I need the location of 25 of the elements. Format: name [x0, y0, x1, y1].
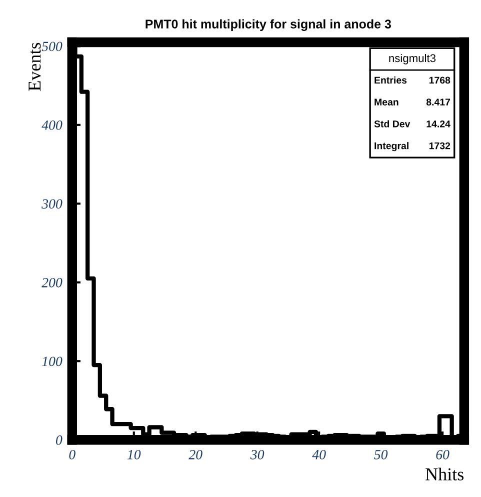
y-axis-title: Events [28, 42, 41, 91]
annotation: Mean [374, 98, 398, 106]
x-tick-label: 30 [250, 450, 264, 460]
x-tick-label: 60 [436, 450, 450, 460]
x-tick-label: 10 [127, 450, 141, 460]
x-tick-label: 0 [69, 450, 76, 460]
annotation: 8.417 [426, 98, 450, 106]
y-tick-label: 500 [42, 42, 62, 52]
y-tick-label: 300 [42, 199, 62, 209]
annotation: 14.24 [426, 120, 450, 128]
y-tick-label: 400 [42, 120, 62, 130]
x-tick-label: 40 [312, 450, 326, 460]
annotation: Entries [374, 76, 407, 84]
y-tick-label: 200 [42, 278, 62, 288]
y-tick-label: 0 [56, 435, 62, 445]
annotation: nsigmult3 [389, 54, 436, 64]
x-tick-label: 50 [374, 450, 388, 460]
annotation: 1768 [429, 76, 450, 84]
annotation: Std Dev [374, 120, 410, 128]
x-tick-label: 20 [188, 450, 202, 460]
chart-title: PMT0 hit multiplicity for signal in anode 3 [146, 19, 391, 32]
y-tick-label: 100 [42, 356, 62, 366]
annotation: 1732 [429, 142, 450, 150]
x-axis-title: Nhits [426, 468, 464, 480]
annotation: Integral [374, 142, 408, 152]
